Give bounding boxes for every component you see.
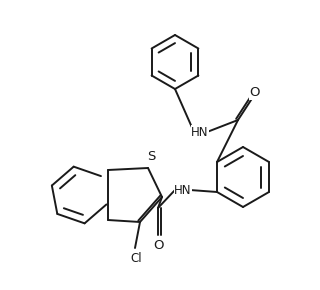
- Text: Cl: Cl: [130, 252, 142, 265]
- Text: S: S: [147, 150, 155, 163]
- Text: O: O: [250, 86, 260, 99]
- Text: HN: HN: [191, 126, 209, 139]
- Text: HN: HN: [174, 184, 192, 197]
- Text: O: O: [154, 239, 164, 252]
